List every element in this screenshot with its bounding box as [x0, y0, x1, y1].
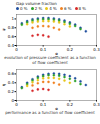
html-text:4 %: 4 %	[49, 6, 57, 11]
svg-text:0: 0	[15, 47, 18, 52]
html-text:8 %: 8 %	[78, 6, 87, 11]
svg-text:0.4: 0.4	[8, 80, 15, 85]
svg-text:0.4: 0.4	[8, 43, 15, 48]
svg-text:0.8: 0.8	[8, 25, 15, 30]
svg-text:0.3: 0.3	[93, 102, 100, 107]
svg-text:ψ: ψ	[1, 28, 6, 31]
html-text:performance as a function of f: performance as a function of flow coeffi…	[5, 110, 95, 115]
svg-text:0.1: 0.1	[40, 102, 47, 107]
svg-text:0.2: 0.2	[67, 102, 74, 107]
svg-text:η: η	[1, 83, 6, 86]
html-text:0 %: 0 %	[20, 6, 28, 11]
html-text:6 %: 6 %	[63, 6, 72, 11]
html-text:evolution of pressure coeffici: evolution of pressure coefficient as a f…	[4, 55, 96, 65]
svg-text:0.2: 0.2	[8, 89, 15, 94]
svg-text:φ: φ	[55, 51, 58, 56]
svg-text:0: 0	[15, 102, 18, 107]
svg-text:0.6: 0.6	[8, 34, 15, 39]
svg-text:0.1: 0.1	[40, 47, 47, 52]
svg-text:0.2: 0.2	[67, 47, 74, 52]
svg-text:1: 1	[11, 16, 14, 21]
svg-text:0.6: 0.6	[8, 71, 15, 76]
svg-text:0.3: 0.3	[93, 47, 100, 52]
svg-text:0: 0	[11, 98, 14, 103]
svg-text:φ: φ	[55, 106, 58, 111]
html-text:Gap volume fraction: Gap volume fraction	[16, 1, 57, 6]
html-text:2 %: 2 %	[34, 6, 43, 11]
